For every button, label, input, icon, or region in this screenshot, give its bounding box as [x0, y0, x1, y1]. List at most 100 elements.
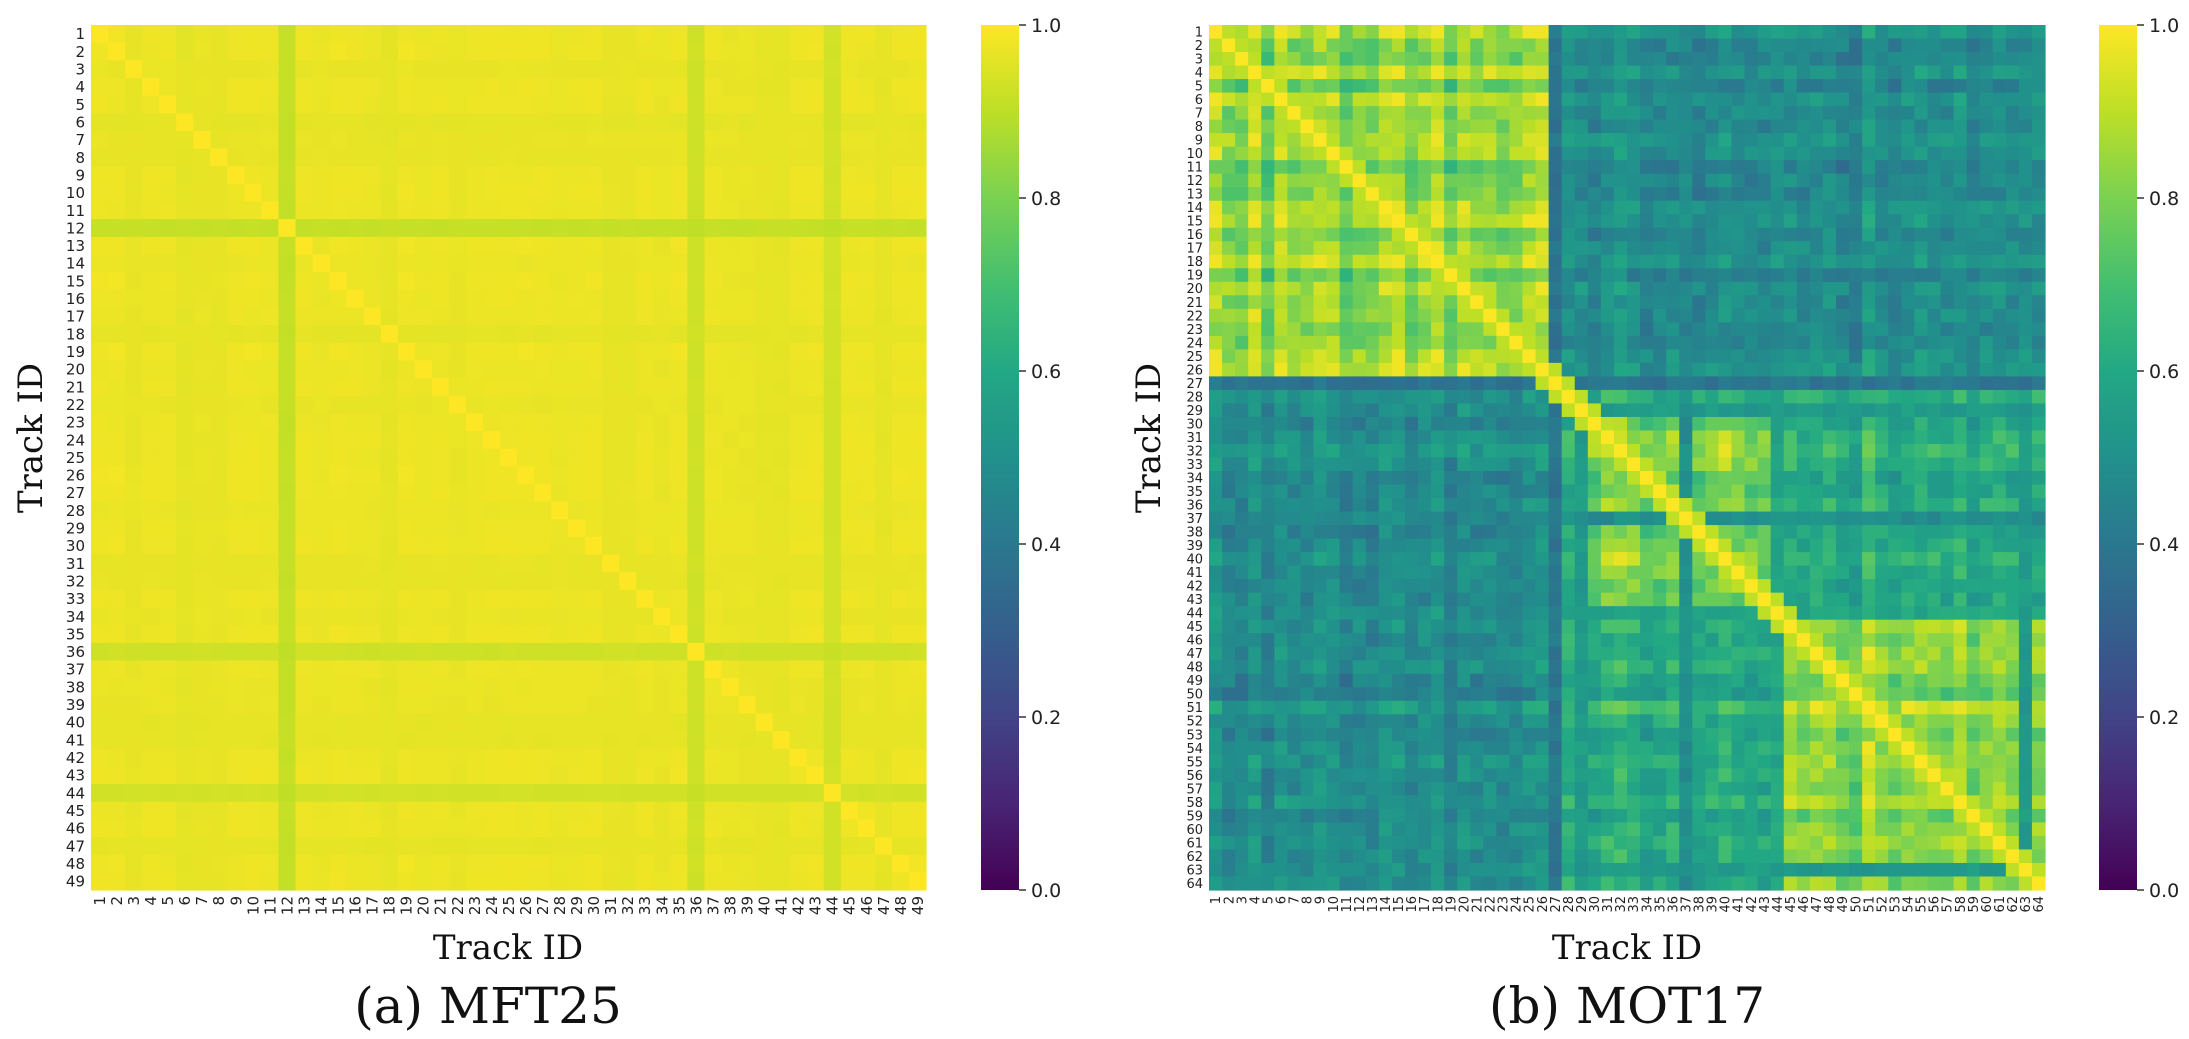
heatmap-cell-a [534, 536, 552, 556]
heatmap-cell-a [312, 148, 331, 167]
heatmap-cell-b [1927, 376, 1942, 391]
heatmap-cell-b [1822, 119, 1837, 134]
heatmap-cell-b [1209, 471, 1223, 486]
heatmap-cell-b [1209, 511, 1223, 526]
heatmap-cell-b [1666, 471, 1680, 486]
heatmap-cell-b [1574, 308, 1589, 323]
heatmap-cell-b [1444, 254, 1458, 269]
heatmap-cell-b [1470, 443, 1484, 459]
heatmap-cell-b [1444, 227, 1458, 242]
heatmap-cell-a [908, 395, 927, 414]
heatmap-cell-b [1836, 376, 1850, 391]
heatmap-cell-a [142, 307, 160, 326]
heatmap-cell-a [108, 536, 126, 556]
heatmap-cell-b [1679, 65, 1693, 80]
heatmap-cell-b [1274, 349, 1288, 364]
heatmap-cell-a [159, 536, 177, 556]
heatmap-cell-b [1809, 173, 1824, 188]
heatmap-cell-a [789, 113, 808, 132]
heatmap-cell-a [806, 395, 825, 414]
heatmap-cell-a [499, 536, 518, 556]
heatmap-cell-b [1261, 308, 1275, 323]
heatmap-cell-a [636, 413, 654, 432]
heatmap-cell-a [431, 148, 450, 167]
heatmap-cell-b [1470, 65, 1484, 80]
heatmap-cell-a [431, 678, 450, 697]
heatmap-cell-b [1836, 187, 1850, 202]
heatmap-cell-a [193, 166, 211, 185]
heatmap-cell-a [568, 519, 586, 538]
heatmap-cell-b [1744, 403, 1759, 418]
heatmap-cell-b [1483, 376, 1497, 391]
heatmap-cell-b [1770, 295, 1785, 310]
heatmap-cell-b [1979, 92, 1994, 107]
heatmap-cell-a [397, 607, 416, 626]
heatmap-cell-b [1653, 430, 1667, 445]
heatmap-cell-b [1731, 430, 1746, 445]
heatmap-cell-a [755, 42, 774, 61]
heatmap-cell-b [1261, 187, 1275, 202]
heatmap-cell-a [159, 413, 177, 432]
heatmap-cell-a [380, 130, 399, 150]
heatmap-cell-a [363, 289, 382, 309]
heatmap-cell-a [755, 130, 774, 150]
x-tick-label-a: 31 [602, 896, 620, 915]
heatmap-cell-b [1522, 38, 1537, 53]
heatmap-cell-b [1352, 443, 1367, 459]
heatmap-cell-b [1927, 457, 1942, 472]
heatmap-cell-b [1365, 119, 1380, 134]
heatmap-cell-a [414, 572, 433, 591]
heatmap-cell-b [1940, 160, 1955, 175]
heatmap-cell-a [176, 413, 194, 432]
heatmap-cell-b [1378, 254, 1393, 269]
heatmap-cell-a [159, 589, 177, 609]
heatmap-cell-b [1274, 119, 1288, 134]
y-tick-label-a: 42 [66, 749, 85, 767]
heatmap-cell-b [1979, 133, 1994, 148]
heatmap-cell-a [874, 395, 893, 414]
heatmap-cell-a [517, 60, 535, 79]
heatmap-cell-b [1757, 389, 1772, 405]
heatmap-cell-b [1431, 254, 1445, 269]
heatmap-cell-a [755, 148, 774, 167]
heatmap-cell-b [1274, 254, 1288, 269]
y-tick-label-a: 40 [66, 714, 85, 732]
heatmap-cell-a [772, 678, 791, 697]
y-tick-label-a: 4 [75, 78, 85, 96]
heatmap-cell-a [193, 342, 211, 362]
heatmap-cell-a [312, 713, 331, 732]
heatmap-cell-b [1849, 160, 1863, 175]
heatmap-cell-a [295, 360, 314, 379]
heatmap-cell-b [1770, 403, 1785, 418]
heatmap-cell-a [653, 342, 671, 362]
heatmap-cell-a [142, 731, 160, 750]
heatmap-cell-a [397, 766, 416, 785]
heatmap-cell-a [193, 42, 211, 61]
heatmap-cell-b [1391, 227, 1406, 242]
x-tick-label-a: 2 [108, 896, 126, 906]
heatmap-cell-b [1248, 92, 1262, 107]
heatmap-cell-b [1444, 498, 1458, 513]
heatmap-cell-a [329, 431, 348, 450]
heatmap-cell-b [1535, 227, 1550, 242]
heatmap-cell-a [687, 183, 706, 203]
heatmap-cell-a [380, 678, 399, 697]
heatmap-cell-b [1692, 268, 1706, 283]
heatmap-cell-a [210, 678, 228, 697]
heatmap-cell-a [482, 219, 501, 238]
heatmap-cell-a [312, 854, 331, 873]
heatmap-cell-b [1535, 160, 1550, 175]
heatmap-cell-b [1248, 281, 1262, 296]
heatmap-cell-a [193, 695, 211, 715]
heatmap-cell-a [619, 731, 637, 750]
x-tick-label-a: 17 [364, 896, 382, 915]
heatmap-cell-b [1888, 484, 1902, 499]
heatmap-cell-b [1875, 119, 1889, 134]
heatmap-cell-a [210, 837, 228, 856]
heatmap-cell-a [670, 519, 689, 538]
heatmap-cell-b [1718, 227, 1733, 242]
heatmap-cell-a [619, 784, 637, 803]
heatmap-cell-b [1326, 389, 1341, 405]
heatmap-cell-a [142, 695, 160, 715]
heatmap-cell-b [1365, 335, 1380, 350]
